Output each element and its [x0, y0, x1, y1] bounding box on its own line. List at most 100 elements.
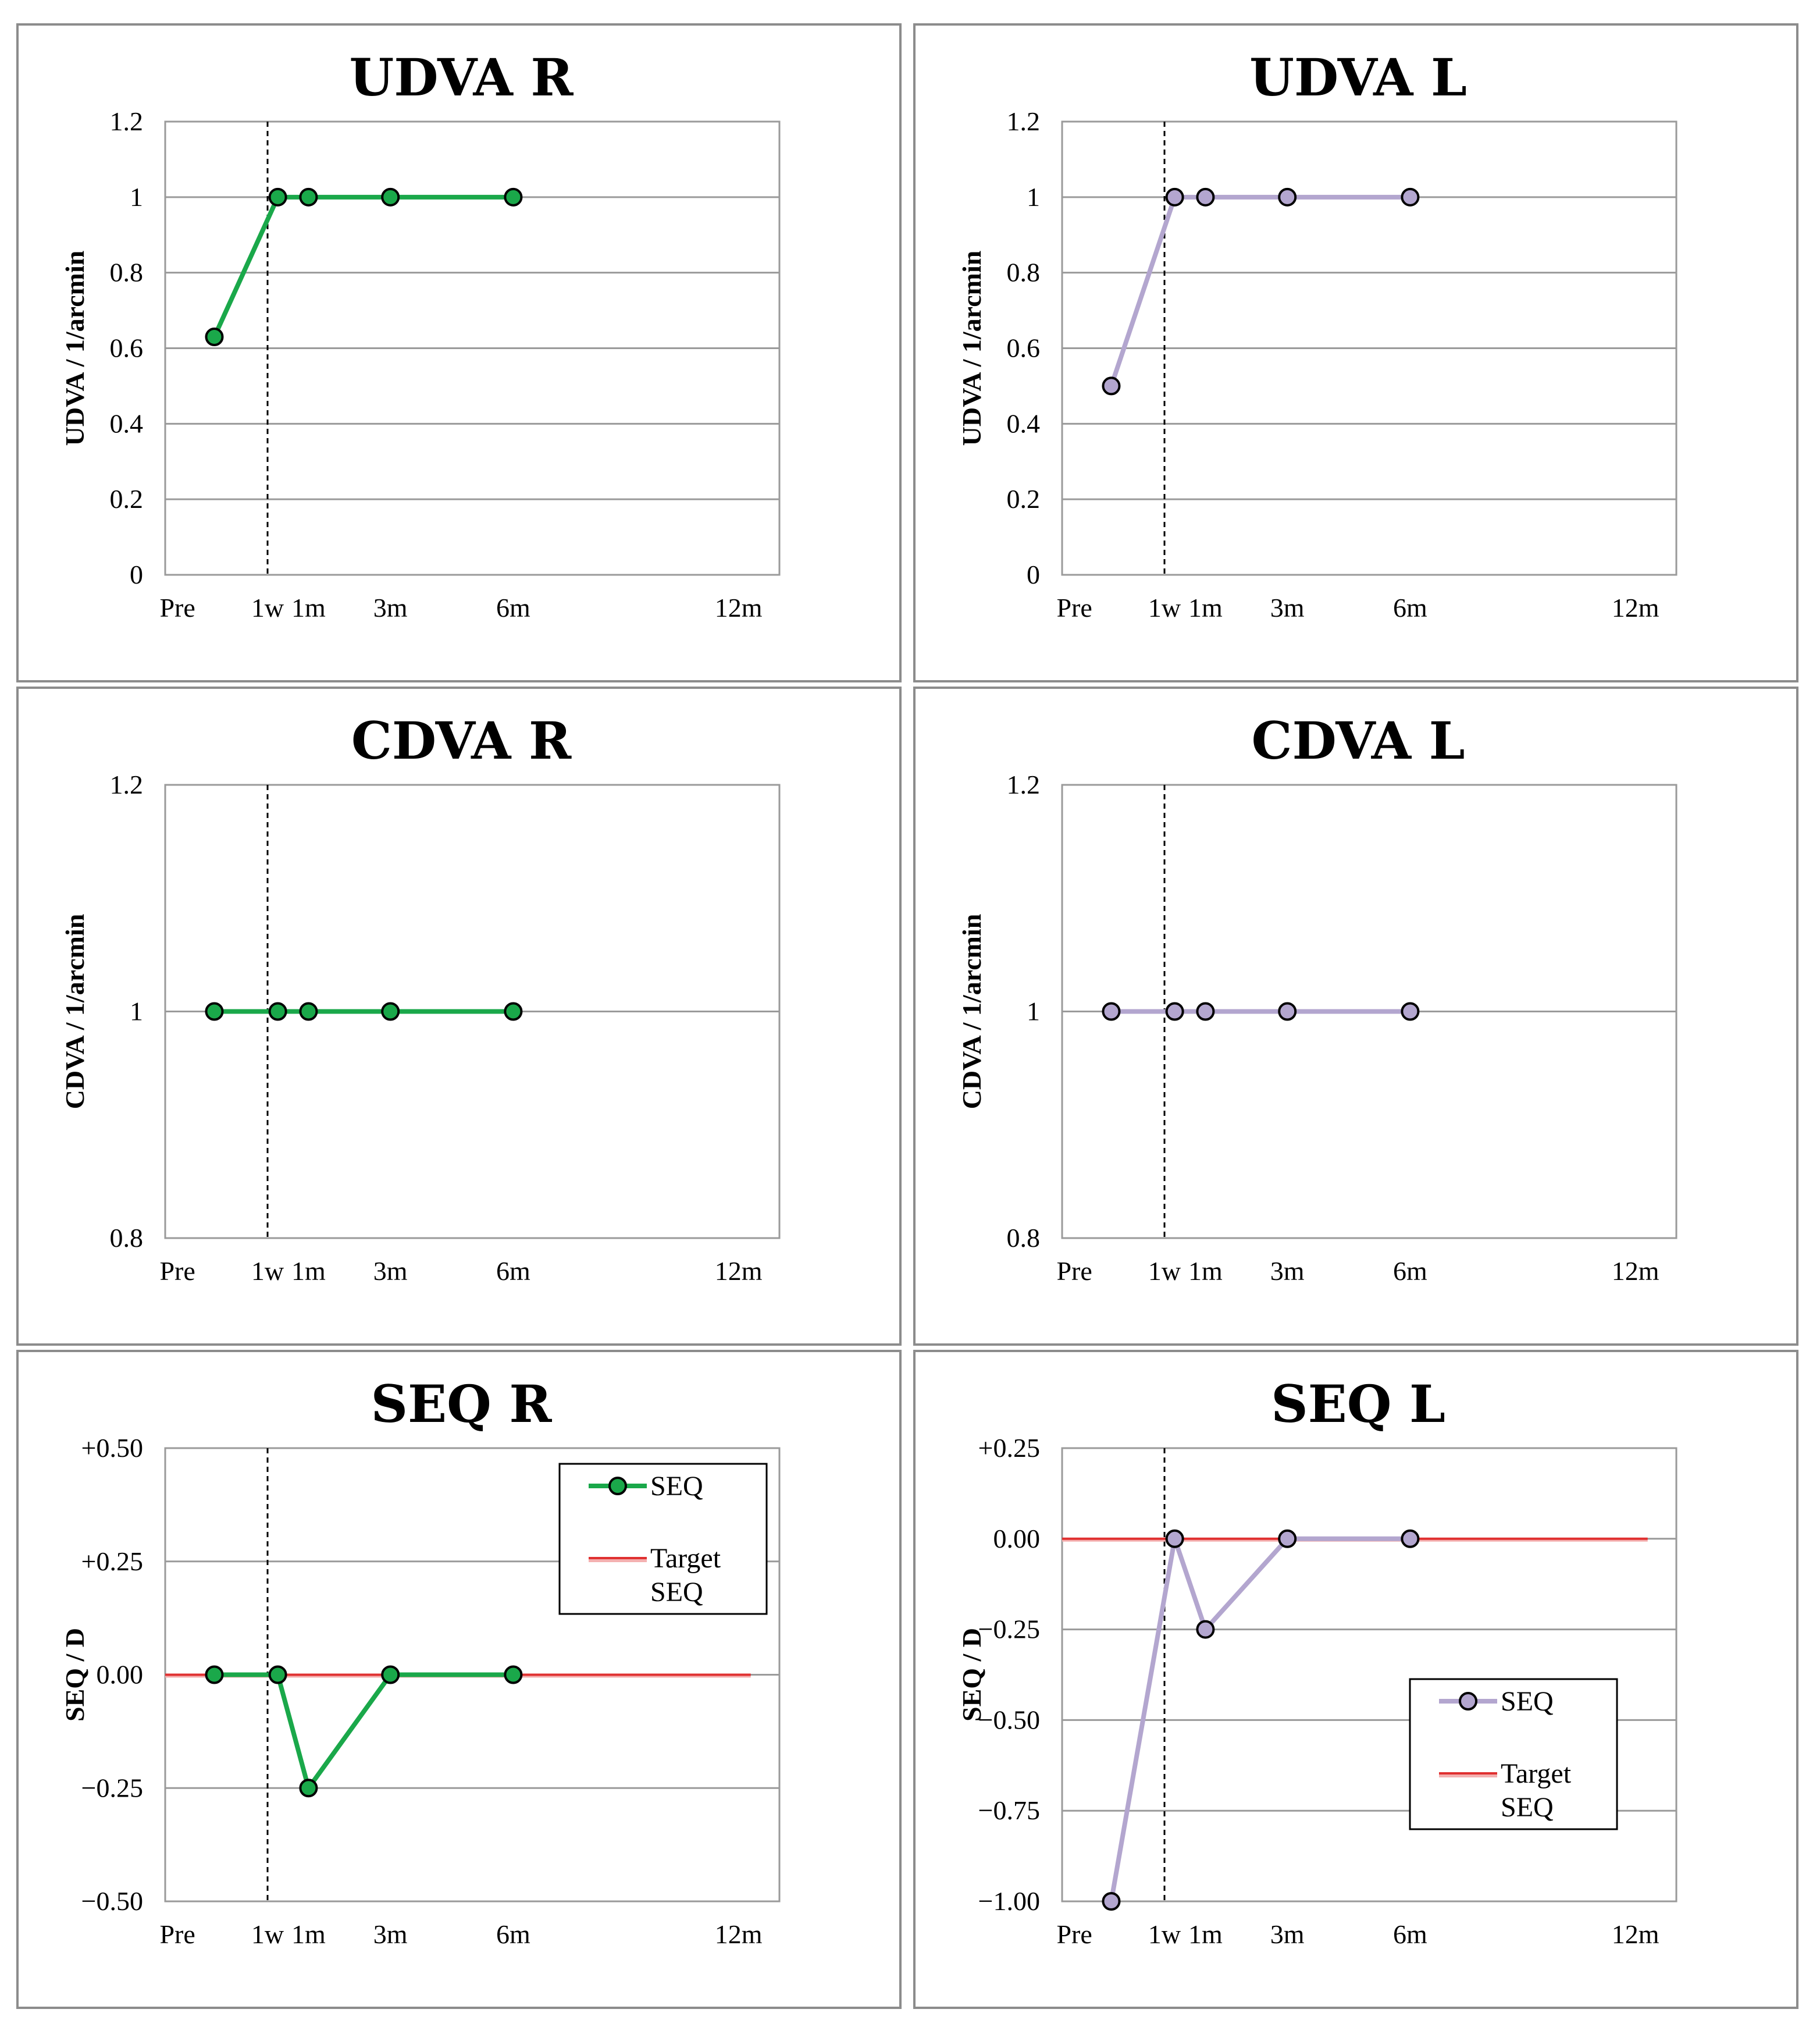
x-tick-label: 6m — [1393, 1919, 1427, 1949]
data-point — [504, 1002, 523, 1021]
legend-target-label-line2: SEQ — [1501, 1792, 1554, 1823]
y-tick-label: −0.25 — [81, 1773, 143, 1802]
x-tick-label: 3m — [373, 1919, 408, 1949]
plot-area-frame — [1061, 784, 1677, 1239]
data-point — [1196, 1620, 1215, 1639]
y-tick-label: 1.2 — [1007, 106, 1041, 136]
data-point — [1102, 376, 1121, 396]
x-tick-label: 1m — [1188, 593, 1223, 623]
legend-target-label-line1: Target — [650, 1543, 721, 1574]
data-point — [1401, 1002, 1420, 1021]
data-point — [381, 187, 400, 207]
x-tick-label: 3m — [373, 593, 408, 623]
x-tick-label: Pre — [1056, 1919, 1092, 1949]
x-tick-label: 1w — [251, 593, 284, 623]
data-point — [1196, 187, 1215, 207]
chart-panel-cdva-l: CDVA L 0.8 1 1.2 Pre 1w 1m 3m 6m 12m CDVA / 1/arcm… — [913, 687, 1798, 1346]
chart-panel-seq-r: SEQ R −0.50 −0.25 0.00 +0.25 +0.50 Pre 1w 1m 3m 6m… — [16, 1350, 902, 2009]
legend-target-label-line1: Target — [1501, 1758, 1572, 1789]
series-line — [214, 1672, 514, 1791]
plot-area-frame — [164, 784, 781, 1239]
y-tick-label: −0.50 — [978, 1705, 1040, 1734]
y-axis-label: UDVA / 1/arcmin — [60, 251, 90, 446]
x-tick-label: Pre — [159, 1919, 195, 1949]
x-tick-label: Pre — [159, 593, 195, 623]
chart-title: CDVA R — [351, 710, 572, 771]
y-tick-label: −0.75 — [978, 1795, 1040, 1825]
x-tick-label: Pre — [1056, 593, 1092, 623]
legend-seq-swatch-marker — [608, 1477, 627, 1495]
x-tick-label: 12m — [715, 1256, 763, 1286]
legend-box — [558, 1463, 768, 1615]
x-tick-label: 1m — [291, 1256, 326, 1286]
chart-panel-udva-r: UDVA R 0 0.2 0.4 0.6 0.8 1 1.2 Pre 1w 1m 3m 6m 12m UDV… — [16, 23, 902, 682]
x-tick-label: 3m — [1270, 1256, 1305, 1286]
chart-svg-cdva-r: CDVA R 0.8 1 1.2 Pre 1w 1m 3m 6m 12m CDVA / 1/arcm… — [60, 710, 781, 1286]
y-tick-label: 1.2 — [110, 106, 144, 136]
y-axis-label: SEQ / D — [60, 1628, 90, 1722]
chart-title: SEQ R — [371, 1374, 552, 1434]
plot-area-frame — [1061, 1447, 1677, 1903]
y-tick-label: 0.00 — [993, 1524, 1041, 1553]
chart-panel-seq-l: SEQ L −1.00 −0.75 −0.50 −0.25 0.00 +0.25 Pre 1w 1… — [913, 1350, 1798, 2009]
plot-area-frame — [1061, 120, 1677, 576]
x-tick-label: 12m — [1612, 1256, 1659, 1286]
x-tick-label: 1m — [291, 593, 326, 623]
y-tick-label: 0.4 — [110, 408, 144, 438]
data-point — [1401, 187, 1420, 207]
x-tick-label: 3m — [1270, 1919, 1305, 1949]
data-point — [1278, 1529, 1297, 1548]
series-line — [212, 194, 514, 338]
y-tick-label: 1.2 — [110, 770, 144, 799]
data-point — [1165, 187, 1184, 207]
chart-title: UDVA R — [350, 47, 574, 108]
data-point — [299, 187, 318, 207]
legend-box — [1409, 1678, 1618, 1830]
y-tick-label: 1 — [1027, 997, 1040, 1026]
y-axis-label: SEQ / D — [957, 1628, 986, 1722]
y-tick-label: 0.2 — [1007, 484, 1041, 514]
y-tick-label: −0.50 — [81, 1886, 143, 1916]
y-axis-label: CDVA / 1/arcmin — [60, 914, 90, 1110]
data-point — [1401, 1529, 1420, 1548]
data-point — [268, 1002, 287, 1021]
y-tick-label: +0.25 — [81, 1546, 143, 1576]
x-tick-label: Pre — [1056, 1256, 1092, 1286]
data-point — [1278, 187, 1297, 207]
x-tick-label: 1w — [1148, 1256, 1181, 1286]
y-tick-label: 1 — [1027, 182, 1040, 212]
chart-title: UDVA L — [1249, 47, 1467, 108]
y-tick-label: −1.00 — [978, 1886, 1040, 1916]
data-point — [205, 1665, 224, 1684]
y-tick-label: 0.8 — [110, 1223, 144, 1253]
chart-panel-cdva-r: CDVA R 0.8 1 1.2 Pre 1w 1m 3m 6m 12m CDVA / 1/arcm… — [16, 687, 902, 1346]
x-tick-label: 1m — [1188, 1256, 1223, 1286]
x-tick-label: 12m — [715, 593, 763, 623]
y-tick-label: +0.50 — [81, 1433, 143, 1463]
x-tick-label: 12m — [1612, 1919, 1659, 1949]
data-point — [504, 1665, 523, 1684]
data-point — [1165, 1002, 1184, 1021]
x-tick-label: 1w — [1148, 1919, 1181, 1949]
x-tick-label: 12m — [715, 1919, 763, 1949]
x-tick-label: 1w — [1148, 593, 1181, 623]
chart-svg-udva-r: UDVA R 0 0.2 0.4 0.6 0.8 1 1.2 Pre 1w 1m 3m 6m 12m UDV… — [60, 47, 781, 623]
y-tick-label: 0.2 — [110, 484, 144, 514]
legend-seq-swatch-marker — [1459, 1692, 1477, 1711]
data-point — [268, 187, 287, 207]
y-tick-label: 0 — [1027, 560, 1040, 589]
y-axis-label: UDVA / 1/arcmin — [957, 251, 986, 446]
x-tick-label: 1w — [251, 1919, 284, 1949]
data-point — [381, 1002, 400, 1021]
data-point — [1196, 1002, 1215, 1021]
plot-area-frame — [164, 120, 781, 576]
legend-seq-label: SEQ — [650, 1471, 703, 1502]
data-point — [205, 1002, 224, 1021]
data-point — [299, 1779, 318, 1798]
x-tick-label: 1m — [1188, 1919, 1223, 1949]
data-point — [1102, 1002, 1121, 1021]
y-tick-label: 0.8 — [1007, 1223, 1041, 1253]
data-point — [299, 1002, 318, 1021]
